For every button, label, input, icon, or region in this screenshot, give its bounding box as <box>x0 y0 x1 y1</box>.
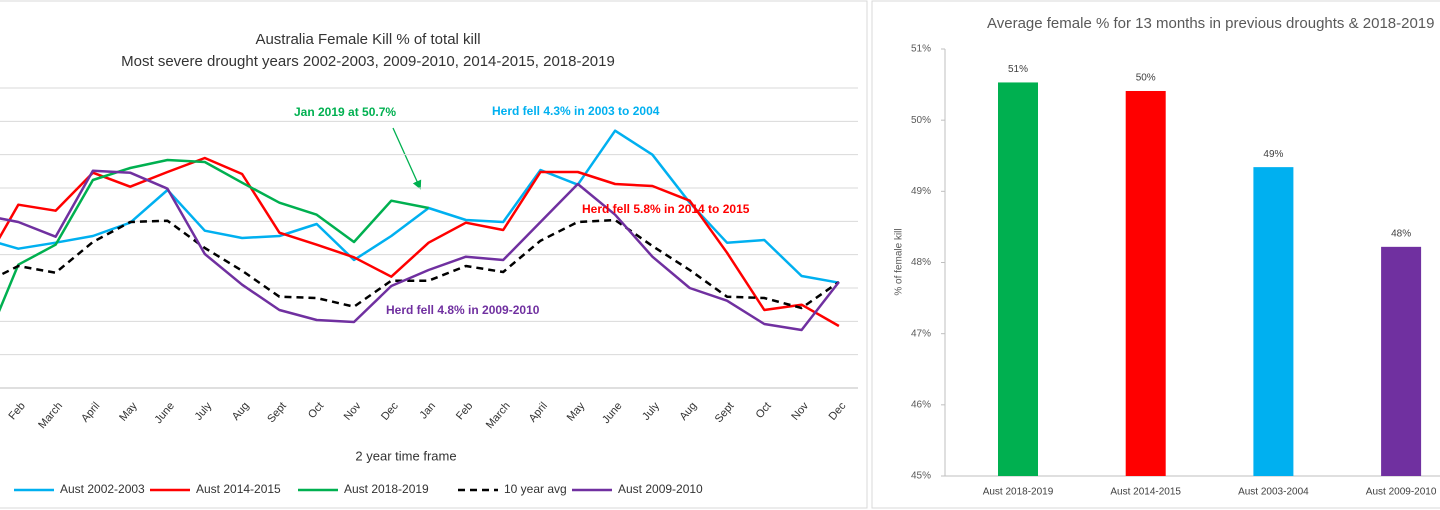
annotation: Herd fell 4.3% in 2003 to 2004 <box>492 104 660 118</box>
bar <box>1125 90 1166 476</box>
series-line <box>0 169 840 332</box>
legend-label: Aust 2014-2015 <box>196 482 281 496</box>
annotation-arrow <box>392 127 422 190</box>
legend-label: Aust 2009-2010 <box>618 482 703 496</box>
y-tick-label: 46% <box>911 399 931 410</box>
data-label: 51% <box>1008 64 1028 75</box>
data-label: 49% <box>1263 149 1283 160</box>
x-tick-label: Aust 2014-2015 <box>1110 487 1181 498</box>
series-line <box>0 156 840 328</box>
legend-label: Aust 2018-2019 <box>344 482 429 496</box>
bar-chart: Average female % for 13 months in previo… <box>894 15 1440 498</box>
y-tick-label: 47% <box>911 328 931 339</box>
y-tick-label: 49% <box>911 186 931 197</box>
y-tick-label: 51% <box>911 44 931 55</box>
series-line <box>0 218 840 310</box>
bar <box>1253 167 1294 477</box>
y-tick-label: 50% <box>911 115 931 126</box>
chart-subtitle: Most severe drought years 2002-2003, 200… <box>121 53 615 70</box>
annotation: Herd fell 5.8% in 2014 to 2015 <box>582 202 750 216</box>
annotation: Herd fell 4.8% in 2009-2010 <box>386 303 540 317</box>
legend-label: 10 year avg <box>504 482 567 496</box>
chart-title: Average female % for 13 months in previo… <box>987 15 1435 32</box>
x-tick-label: Aust 2018-2019 <box>983 487 1054 498</box>
x-tick-label: Aust 2003-2004 <box>1238 487 1309 498</box>
y-axis-label: % of female kill <box>894 228 905 295</box>
y-tick-label: 45% <box>911 471 931 482</box>
x-tick-label: Aust 2009-2010 <box>1366 487 1437 498</box>
bar <box>1381 246 1422 476</box>
data-label: 48% <box>1391 228 1411 239</box>
chart-title: Australia Female Kill % of total kill <box>255 31 480 48</box>
x-axis-label: 2 year time frame <box>355 448 456 463</box>
annotation: Jan 2019 at 50.7% <box>294 105 396 119</box>
bar <box>998 82 1038 476</box>
legend-label: Aust 2002-2003 <box>60 482 145 496</box>
data-label: 50% <box>1136 73 1156 84</box>
series-line <box>0 158 429 313</box>
y-tick-label: 48% <box>911 257 931 268</box>
